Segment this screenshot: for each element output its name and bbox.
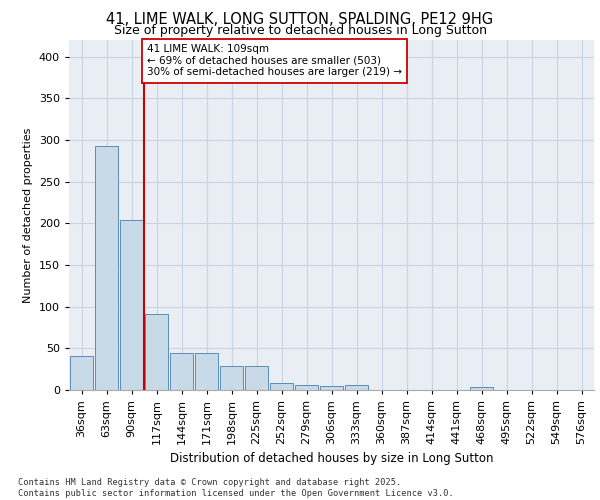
Bar: [195, 354, 218, 390]
Y-axis label: Number of detached properties: Number of detached properties: [23, 128, 33, 302]
Bar: [120, 220, 143, 390]
Bar: [345, 385, 368, 390]
Bar: [295, 385, 318, 390]
Text: 41 LIME WALK: 109sqm
← 69% of detached houses are smaller (503)
30% of semi-deta: 41 LIME WALK: 109sqm ← 69% of detached h…: [147, 44, 402, 78]
Bar: [270, 384, 293, 390]
Bar: [245, 366, 268, 390]
Bar: [470, 386, 493, 390]
Text: Contains HM Land Registry data © Crown copyright and database right 2025.
Contai: Contains HM Land Registry data © Crown c…: [18, 478, 454, 498]
Text: Size of property relative to detached houses in Long Sutton: Size of property relative to detached ho…: [113, 24, 487, 37]
Bar: [220, 366, 243, 390]
X-axis label: Distribution of detached houses by size in Long Sutton: Distribution of detached houses by size …: [170, 452, 493, 466]
Bar: [170, 352, 193, 390]
Text: 41, LIME WALK, LONG SUTTON, SPALDING, PE12 9HG: 41, LIME WALK, LONG SUTTON, SPALDING, PE…: [106, 12, 494, 26]
Bar: [70, 356, 93, 390]
Bar: [95, 146, 118, 390]
Bar: [320, 386, 343, 390]
Bar: [145, 314, 168, 390]
